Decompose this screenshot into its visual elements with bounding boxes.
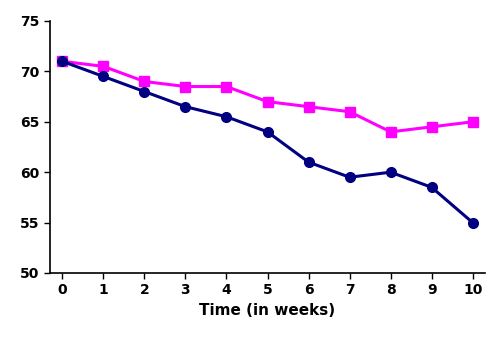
Placebo bbox=[100, 74, 106, 78]
Treatment bbox=[346, 110, 352, 114]
Treatment bbox=[100, 64, 106, 69]
Line: Treatment: Treatment bbox=[58, 56, 478, 137]
Line: Placebo: Placebo bbox=[58, 56, 478, 228]
Treatment bbox=[264, 99, 270, 104]
Placebo bbox=[60, 59, 66, 63]
Treatment bbox=[60, 59, 66, 63]
Placebo bbox=[388, 170, 394, 174]
Treatment bbox=[182, 84, 188, 89]
Placebo bbox=[428, 185, 434, 189]
Treatment bbox=[388, 130, 394, 134]
Treatment bbox=[470, 120, 476, 124]
Treatment bbox=[306, 105, 312, 109]
Placebo bbox=[182, 105, 188, 109]
Treatment bbox=[142, 79, 148, 84]
Treatment bbox=[224, 84, 230, 89]
Placebo bbox=[346, 175, 352, 179]
Placebo bbox=[470, 220, 476, 225]
Placebo bbox=[264, 130, 270, 134]
X-axis label: Time (in weeks): Time (in weeks) bbox=[200, 303, 336, 318]
Placebo bbox=[142, 90, 148, 94]
Treatment bbox=[428, 125, 434, 129]
Placebo bbox=[224, 115, 230, 119]
Placebo bbox=[306, 160, 312, 164]
